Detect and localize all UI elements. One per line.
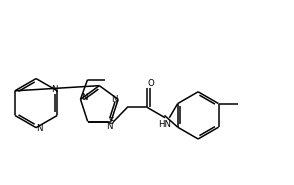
Text: N: N — [81, 93, 88, 102]
Text: HN: HN — [158, 120, 171, 129]
Text: N: N — [51, 85, 58, 94]
Text: N: N — [106, 122, 112, 131]
Text: O: O — [147, 79, 154, 88]
Text: S: S — [108, 117, 113, 126]
Text: N: N — [111, 95, 117, 104]
Text: N: N — [36, 124, 42, 133]
